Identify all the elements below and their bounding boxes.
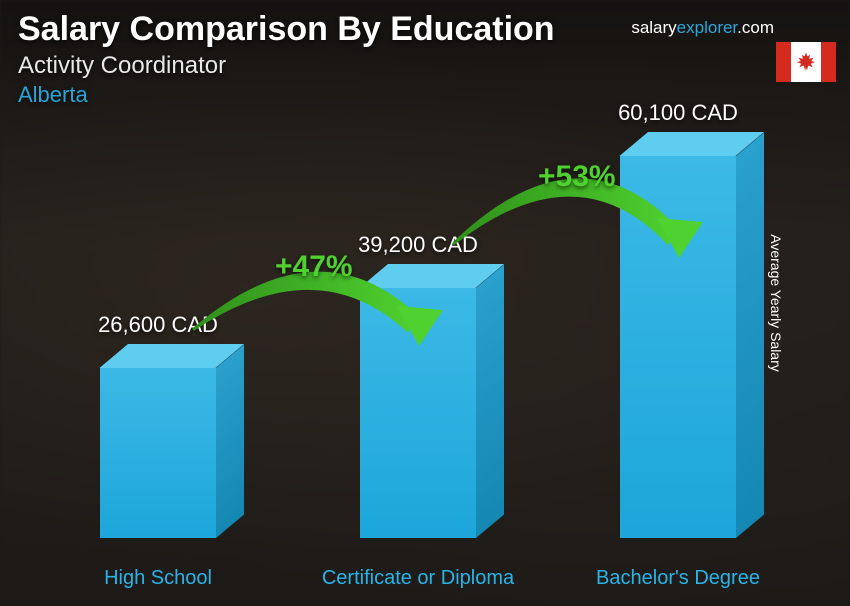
page-subtitle: Activity Coordinator (18, 52, 226, 80)
flag-stripe-right (821, 42, 836, 82)
bar-face-side (736, 133, 764, 538)
flag-icon (776, 42, 836, 82)
region-label: Alberta (18, 82, 88, 108)
increase-percent-label: +53% (538, 160, 616, 194)
bar-face-side (476, 265, 504, 538)
bar-face-front (620, 156, 736, 538)
bar-chart: 26,600 CADHigh School39,200 CADCertifica… (40, 108, 800, 588)
bar-category-label: Certificate or Diploma (318, 567, 518, 590)
bar-face-front (100, 368, 216, 538)
flag-stripe-left (776, 42, 791, 82)
bar (360, 288, 476, 538)
bar-category-label: Bachelor's Degree (578, 567, 778, 590)
watermark-prefix: salary (631, 18, 676, 37)
bar-group: 60,100 CADBachelor's Degree (620, 156, 736, 588)
content-layer: Salary Comparison By Education Activity … (0, 0, 850, 606)
bar-value-label: 39,200 CAD (358, 232, 478, 258)
watermark-accent: explorer (677, 18, 737, 37)
flag-center (791, 42, 821, 82)
bar-group: 26,600 CADHigh School (100, 368, 216, 588)
bar-category-label: High School (58, 567, 258, 590)
bar-group: 39,200 CADCertificate or Diploma (360, 288, 476, 588)
bar-face-front (360, 288, 476, 538)
bar (100, 368, 216, 538)
watermark: salaryexplorer.com (631, 18, 774, 38)
maple-leaf-icon (795, 51, 817, 73)
page-title: Salary Comparison By Education (18, 10, 555, 49)
bar-face-side (216, 345, 244, 538)
bar-value-label: 60,100 CAD (618, 100, 738, 126)
watermark-suffix: .com (737, 18, 774, 37)
bar-value-label: 26,600 CAD (98, 312, 218, 338)
increase-percent-label: +47% (275, 250, 353, 284)
bar (620, 156, 736, 538)
